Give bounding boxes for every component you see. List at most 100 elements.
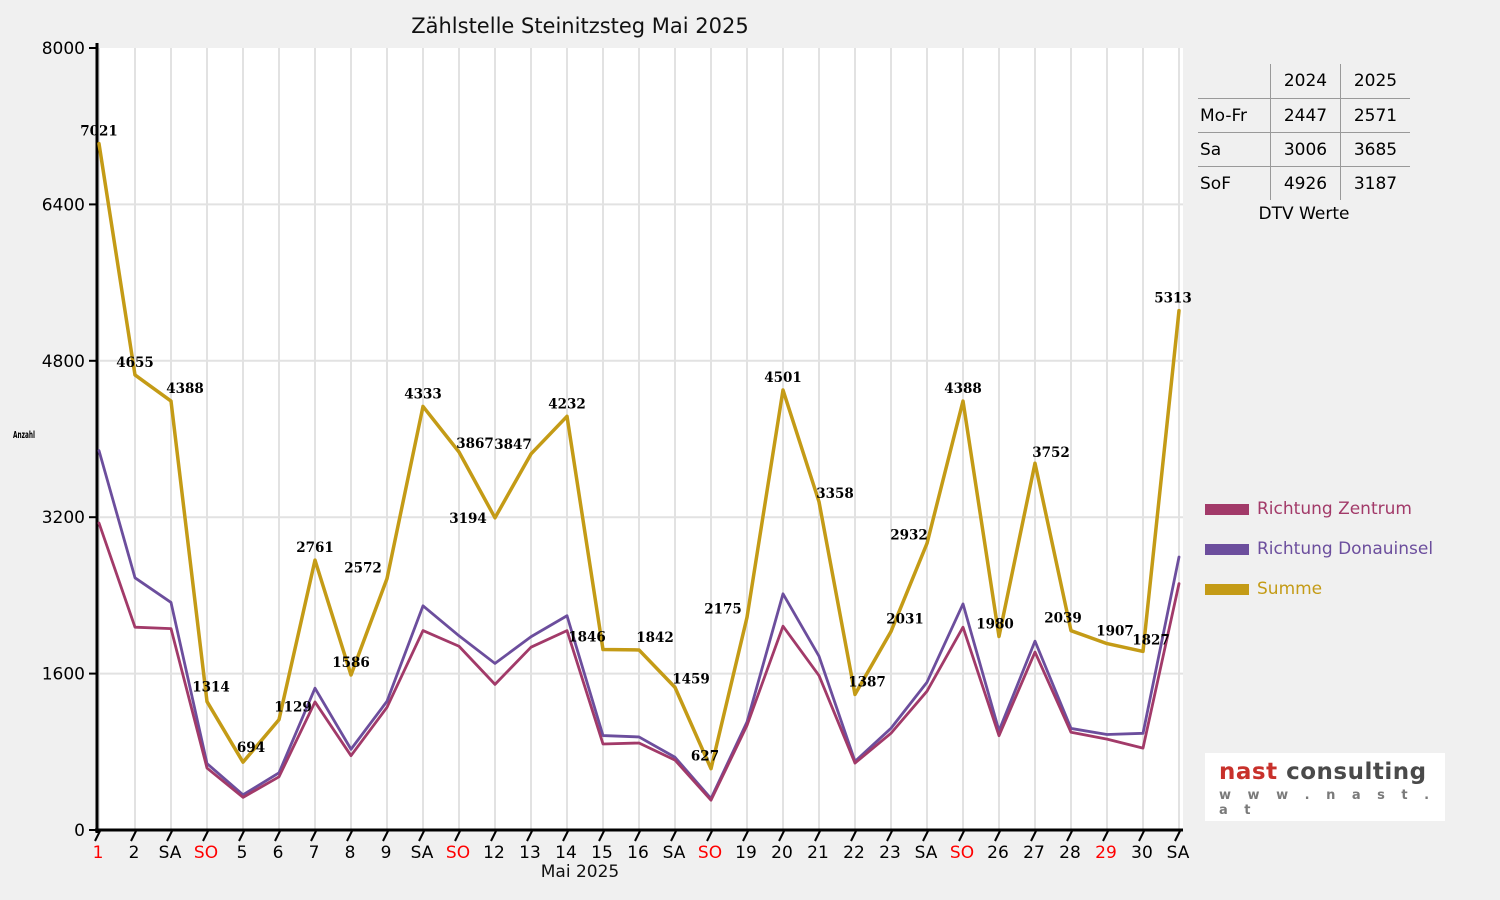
y-tick-label: 3200 — [42, 508, 85, 528]
logo-wordmark: nast consulting — [1219, 759, 1445, 785]
data-label: 1907 — [1096, 624, 1134, 640]
legend-swatch-donauinsel — [1205, 543, 1249, 555]
x-tick-label: 15 — [591, 843, 613, 863]
data-label: 2039 — [1044, 611, 1082, 627]
dtv-table: 2024 2025 Mo-Fr 2447 2571 Sa 3006 3685 S… — [1198, 64, 1410, 200]
gridlines — [97, 48, 1183, 830]
nast-consulting-logo: nast consulting w w w . n a s t . a t — [1205, 753, 1445, 821]
legend-item-donauinsel: Richtung Donauinsel — [1205, 529, 1433, 569]
x-tick-label: 16 — [627, 843, 649, 863]
x-tick-label: SA — [411, 843, 434, 863]
y-tick-label: 6400 — [42, 195, 85, 215]
x-tick-label: 14 — [555, 843, 577, 863]
x-tick-label: SO — [194, 843, 218, 863]
legend-swatch-zentrum — [1205, 503, 1249, 515]
logo-brand: nast — [1219, 759, 1278, 785]
legend-label: Summe — [1257, 579, 1323, 599]
x-tick-label: 23 — [879, 843, 901, 863]
data-label: 1459 — [672, 671, 710, 687]
data-labels: 7021 4655 4388 1314 694 1129 2761 1586 2572 4333 3… — [80, 124, 1192, 765]
x-tick-label: 1 — [93, 843, 104, 863]
table-cell: 3006 — [1270, 132, 1340, 166]
series-line-zentrum — [97, 521, 1181, 802]
data-label: 1980 — [976, 616, 1014, 632]
data-label: 1314 — [192, 680, 230, 696]
data-label: 4388 — [944, 381, 982, 397]
data-label: 3847 — [494, 437, 532, 453]
chart-title: Zählstelle Steinitzsteg Mai 2025 — [411, 14, 749, 38]
x-tick-label: 30 — [1131, 843, 1153, 863]
x-tick-label: 22 — [843, 843, 865, 863]
series-line-donauinsel — [97, 449, 1181, 800]
table-cell: 4926 — [1270, 166, 1340, 200]
x-tick-label: SO — [950, 843, 974, 863]
x-tick-label: 20 — [771, 843, 793, 863]
data-label: 1842 — [636, 630, 674, 646]
data-label: 4388 — [166, 381, 204, 397]
y-tick-label: 8000 — [42, 39, 85, 59]
data-label: 694 — [237, 740, 265, 756]
legend: Richtung Zentrum Richtung Donauinsel Sum… — [1205, 489, 1433, 609]
data-label: 7021 — [80, 124, 118, 140]
data-label: 2572 — [344, 561, 382, 577]
data-label: 4655 — [116, 355, 154, 371]
table-cell: 2571 — [1340, 98, 1410, 132]
table-row-label: SoF — [1198, 166, 1270, 200]
x-tick-label: 28 — [1059, 843, 1081, 863]
data-label: 627 — [691, 749, 719, 765]
y-tick-label: 0 — [74, 821, 85, 841]
x-tick-labels: 1 2 SA SO 5 6 7 8 9 SA SO 12 13 14 15 16 SA SO 19 20 21 22 23 S… — [93, 830, 1190, 863]
x-tick-label: 21 — [807, 843, 829, 863]
table-cell: 3685 — [1340, 132, 1410, 166]
x-tick-label: SA — [915, 843, 938, 863]
series-line-summe — [97, 141, 1181, 771]
x-tick-label: 19 — [735, 843, 757, 863]
x-tick-label: 29 — [1095, 843, 1117, 863]
data-label: 1827 — [1132, 632, 1170, 648]
data-label: 2761 — [296, 540, 334, 556]
data-label: 4501 — [764, 370, 802, 386]
table-caption: DTV Werte — [1258, 204, 1350, 224]
table-row-label: Mo-Fr — [1198, 98, 1270, 132]
y-tick-labels: 0 1600 3200 4800 6400 8000 — [42, 39, 97, 841]
x-tick-label: 7 — [309, 843, 320, 863]
data-label: 3867 — [456, 436, 494, 452]
legend-item-summe: Summe — [1205, 569, 1433, 609]
x-tick-label: SA — [1167, 843, 1190, 863]
data-label: 1586 — [332, 655, 370, 671]
x-tick-label: 26 — [987, 843, 1009, 863]
x-tick-label: SA — [663, 843, 686, 863]
x-tick-label: SA — [159, 843, 182, 863]
data-label: 2031 — [886, 611, 924, 627]
data-label: 1387 — [848, 674, 886, 690]
y-axis-title: Anzahl — [13, 430, 35, 441]
x-tick-label: 2 — [129, 843, 140, 863]
x-axis-title: Mai 2025 — [540, 862, 620, 882]
data-label: 1846 — [568, 630, 606, 646]
table-header-2025: 2025 — [1340, 64, 1410, 98]
legend-label: Richtung Zentrum — [1257, 499, 1412, 519]
table-cell: 3187 — [1340, 166, 1410, 200]
x-tick-label: 13 — [519, 843, 541, 863]
x-tick-label: 27 — [1023, 843, 1045, 863]
table-corner-cell — [1198, 64, 1270, 98]
data-label: 3752 — [1032, 445, 1070, 461]
x-tick-label: SO — [698, 843, 722, 863]
legend-item-zentrum: Richtung Zentrum — [1205, 489, 1433, 529]
data-label: 4232 — [548, 396, 586, 412]
x-tick-label: 12 — [483, 843, 505, 863]
table-cell: 2447 — [1270, 98, 1340, 132]
table-header-2024: 2024 — [1270, 64, 1340, 98]
x-tick-label: 6 — [273, 843, 284, 863]
data-label: 1129 — [274, 700, 312, 716]
data-label: 2932 — [890, 527, 928, 543]
data-label: 5313 — [1154, 291, 1192, 307]
logo-brand-suffix: consulting — [1286, 759, 1427, 785]
table-row-label: Sa — [1198, 132, 1270, 166]
logo-url: w w w . n a s t . a t — [1219, 788, 1436, 818]
x-tick-label: 5 — [237, 843, 248, 863]
data-label: 3194 — [449, 511, 487, 527]
y-tick-label: 4800 — [42, 352, 85, 372]
x-tick-label: 8 — [345, 843, 356, 863]
